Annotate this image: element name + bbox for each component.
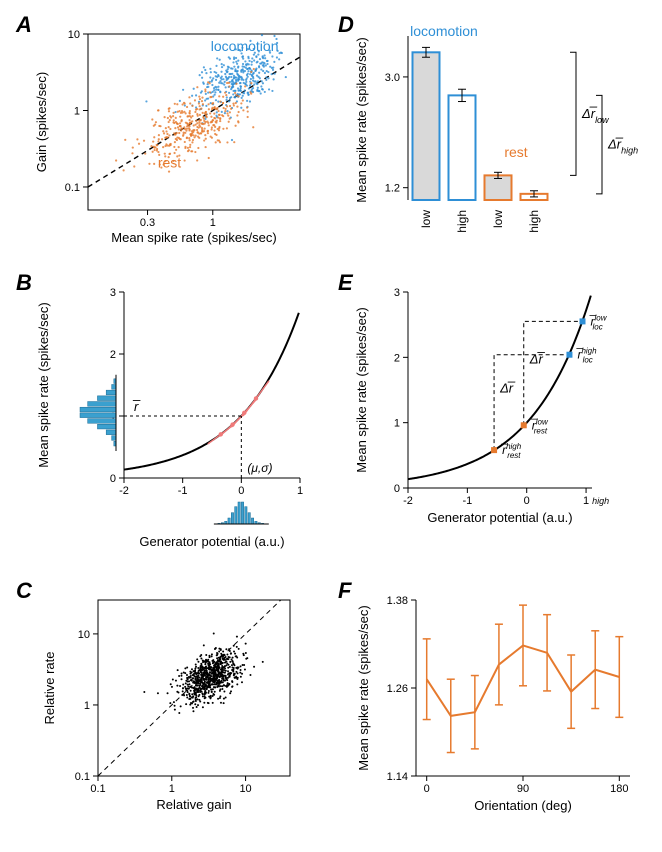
svg-text:0: 0	[424, 783, 430, 795]
svg-text:Δr̅high: Δr̅high	[607, 137, 638, 156]
svg-text:high: high	[527, 210, 541, 233]
svg-text:0: 0	[110, 473, 116, 485]
svg-text:locomotion: locomotion	[410, 23, 478, 39]
svg-text:1: 1	[74, 105, 80, 117]
svg-text:10: 10	[78, 629, 90, 641]
panel-D-label: D	[338, 12, 354, 38]
figure-grid: A 0.310.1110Mean spike rate (spikes/sec)…	[20, 20, 642, 826]
svg-text:1: 1	[210, 217, 216, 229]
panel-A-svg: 0.3 1 0.1 1 10 Mean spike rate (spikes/sec) Ga…	[20, 20, 310, 250]
svg-text:10: 10	[239, 783, 251, 795]
svg-text:r̅highrest: r̅highrest	[501, 442, 522, 460]
svg-text:high: high	[592, 496, 609, 506]
svg-text:180: 180	[610, 783, 628, 795]
svg-text:high: high	[455, 210, 469, 233]
svg-text:Generator potential (a.u.): Generator potential (a.u.)	[139, 534, 284, 549]
svg-text:(μ,σ): (μ,σ)	[247, 461, 272, 475]
svg-text:-1: -1	[462, 495, 472, 507]
panel-E: E Δr̅Δr̅r̅highrestr̅lowrestr̅highlocr̅lo…	[342, 278, 642, 558]
svg-text:Δr̅low: Δr̅low	[581, 106, 609, 125]
svg-text:3: 3	[394, 287, 400, 299]
panel-B-label: B	[16, 270, 32, 296]
panel-C-svg: 0.1 1 10 0.1 1 10 Relative gain Relative rate	[20, 586, 310, 826]
svg-text:3: 3	[110, 287, 116, 299]
svg-text:1.38: 1.38	[387, 595, 408, 607]
svg-text:Mean spike rate (spikes/sec): Mean spike rate (spikes/sec)	[354, 37, 369, 202]
svg-text:Mean spike rate (spikes/sec): Mean spike rate (spikes/sec)	[354, 307, 369, 472]
svg-text:Relative rate: Relative rate	[42, 652, 57, 725]
svg-text:rest: rest	[158, 154, 181, 170]
svg-text:0.1: 0.1	[90, 783, 105, 795]
svg-text:Orientation (deg): Orientation (deg)	[474, 798, 572, 813]
panel-E-svg: Δr̅ Δr̅ r̅highrest r̅lowrest r̅highloc r̅lowl…	[342, 278, 642, 538]
panel-F: F 0901801.141.261.38Orientation (deg)Mea…	[342, 586, 642, 826]
svg-text:Generator potential (a.u.): Generator potential (a.u.)	[427, 510, 572, 525]
panel-A: A 0.310.1110Mean spike rate (spikes/sec)…	[20, 20, 314, 250]
panel-D-svg: 1.2 3.0 low high low high locomotion rest Δr̅low…	[342, 20, 642, 250]
svg-text:90: 90	[517, 783, 529, 795]
panel-C: C 0.11100.1110Relative gainRelative rate	[20, 586, 314, 826]
svg-text:Relative gain: Relative gain	[156, 797, 231, 812]
svg-text:10: 10	[68, 29, 80, 41]
svg-text:r̅: r̅	[133, 399, 141, 414]
svg-text:r̅lowloc: r̅lowloc	[589, 313, 608, 331]
svg-text:Δr̅: Δr̅	[529, 351, 545, 366]
svg-text:1: 1	[583, 495, 589, 507]
svg-text:0: 0	[238, 485, 244, 497]
svg-text:3.0: 3.0	[385, 72, 400, 84]
svg-text:1: 1	[84, 700, 90, 712]
svg-text:r̅highloc: r̅highloc	[576, 347, 597, 365]
svg-text:Mean spike rate (spikes/sec): Mean spike rate (spikes/sec)	[356, 605, 371, 770]
svg-text:rest: rest	[504, 144, 527, 160]
svg-text:0: 0	[394, 483, 400, 495]
svg-text:1: 1	[297, 485, 303, 497]
svg-text:0.3: 0.3	[140, 217, 155, 229]
svg-text:Mean spike rate (spikes/sec): Mean spike rate (spikes/sec)	[111, 230, 276, 245]
svg-text:2: 2	[110, 349, 116, 361]
svg-text:2: 2	[394, 352, 400, 364]
panel-E-label: E	[338, 270, 353, 296]
svg-text:1: 1	[169, 783, 175, 795]
svg-text:locomotion: locomotion	[211, 38, 279, 54]
svg-text:r̅lowrest: r̅lowrest	[530, 417, 549, 435]
svg-text:low: low	[491, 210, 505, 228]
panel-B-svg: r̅(μ,σ)-2-1010123Generator potential (a.…	[20, 278, 310, 558]
panel-D: D 1.23.0lowhighlowhighlocomotionrestΔr̅l…	[342, 20, 642, 250]
svg-text:Mean spike rate (spikes/sec): Mean spike rate (spikes/sec)	[36, 302, 51, 467]
svg-text:0.1: 0.1	[75, 771, 90, 783]
panel-B: B r̅(μ,σ)-2-1010123Generator potential (…	[20, 278, 314, 558]
svg-text:Gain (spikes/sec): Gain (spikes/sec)	[34, 72, 49, 172]
svg-text:-1: -1	[178, 485, 188, 497]
svg-text:0: 0	[524, 495, 530, 507]
svg-text:1.2: 1.2	[385, 183, 400, 195]
svg-text:1.14: 1.14	[387, 771, 408, 783]
svg-text:Δr̅: Δr̅	[499, 380, 515, 395]
panel-F-label: F	[338, 578, 351, 604]
svg-text:-2: -2	[119, 485, 129, 497]
svg-text:1: 1	[394, 418, 400, 430]
svg-text:-2: -2	[403, 495, 413, 507]
panel-F-svg: 0 90 180 1.14 1.26 1.38 Orientation (deg) Mean …	[342, 586, 642, 826]
panel-C-label: C	[16, 578, 32, 604]
svg-text:low: low	[419, 210, 433, 228]
panel-A-label: A	[16, 12, 32, 38]
svg-text:0.1: 0.1	[65, 182, 80, 194]
svg-text:1.26: 1.26	[387, 683, 408, 695]
